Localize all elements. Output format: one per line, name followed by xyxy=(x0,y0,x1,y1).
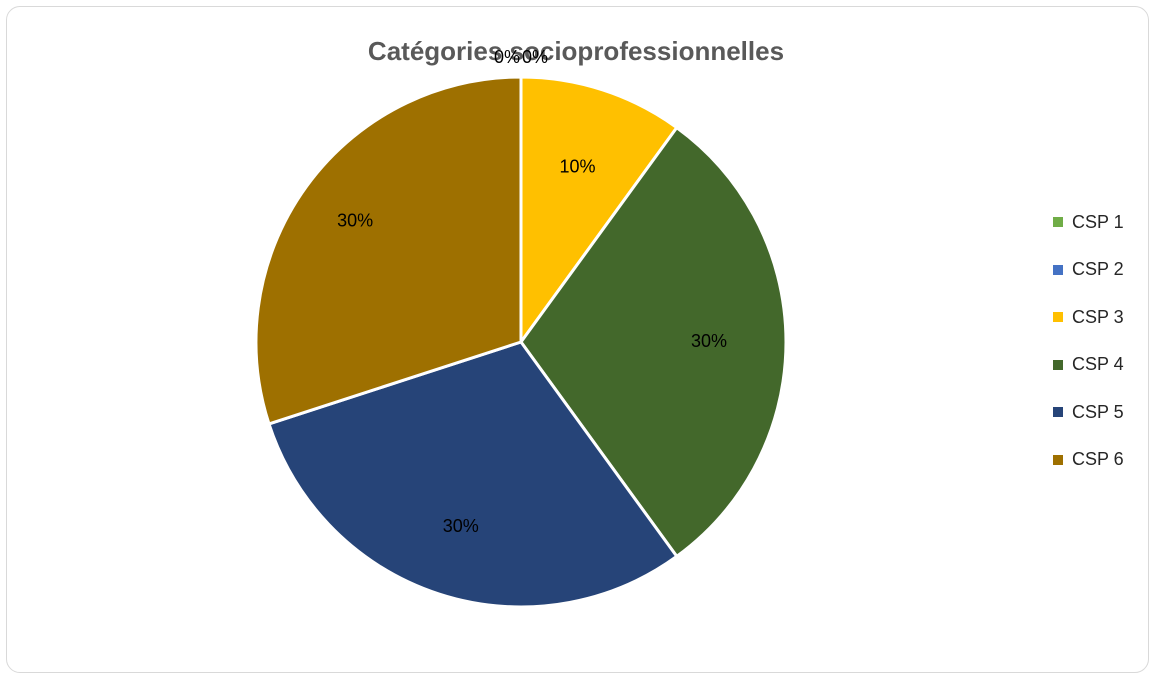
pie-slice-csp-3 xyxy=(519,75,679,344)
chart-title: Catégories socioprofessionnelles xyxy=(367,36,785,66)
legend-item-csp-3: CSP 3 xyxy=(1053,305,1124,329)
data-label-csp-5: 30% xyxy=(443,516,479,536)
pie-slice-csp-4 xyxy=(519,126,788,558)
data-label-csp-6: 30% xyxy=(337,210,373,230)
legend-swatch xyxy=(1053,359,1063,370)
legend-swatch xyxy=(1053,217,1063,227)
pie-slice-csp-5 xyxy=(267,340,679,609)
legend-item-csp-2: CSP 2 xyxy=(1053,258,1124,282)
legend-label: CSP 3 xyxy=(1072,306,1124,327)
legend-label: CSP 1 xyxy=(1072,211,1124,232)
data-label-csp-3: 10% xyxy=(560,157,596,177)
legend-item-csp-6: CSP 6 xyxy=(1053,448,1124,472)
legend-label: CSP 2 xyxy=(1072,259,1124,279)
legend-label: CSP 4 xyxy=(1072,354,1124,374)
legend-swatch xyxy=(1053,312,1063,322)
legend-swatch xyxy=(1053,454,1063,465)
data-label-csp-4: 30% xyxy=(691,331,727,351)
legend-label: CSP 5 xyxy=(1072,401,1124,422)
pie-slice-csp-6 xyxy=(254,75,523,426)
legend-item-csp-1: CSP 1 xyxy=(1053,210,1124,234)
pie-slices xyxy=(254,75,788,609)
data-label-csp-1: 0% xyxy=(494,47,520,67)
chart-legend: CSP 1 CSP 2 CSP 3 CSP 4 CSP 5 CSP 6 xyxy=(1053,210,1124,495)
legend-label: CSP 6 xyxy=(1072,449,1124,469)
data-label-csp-2: 0% xyxy=(522,47,548,67)
legend-item-csp-4: CSP 4 xyxy=(1053,353,1124,377)
legend-item-csp-5: CSP 5 xyxy=(1053,400,1124,424)
pie-data-labels: 0% 0% 10% 30% 30% 30% xyxy=(337,47,727,536)
legend-swatch xyxy=(1053,407,1063,417)
legend-swatch xyxy=(1053,264,1063,275)
